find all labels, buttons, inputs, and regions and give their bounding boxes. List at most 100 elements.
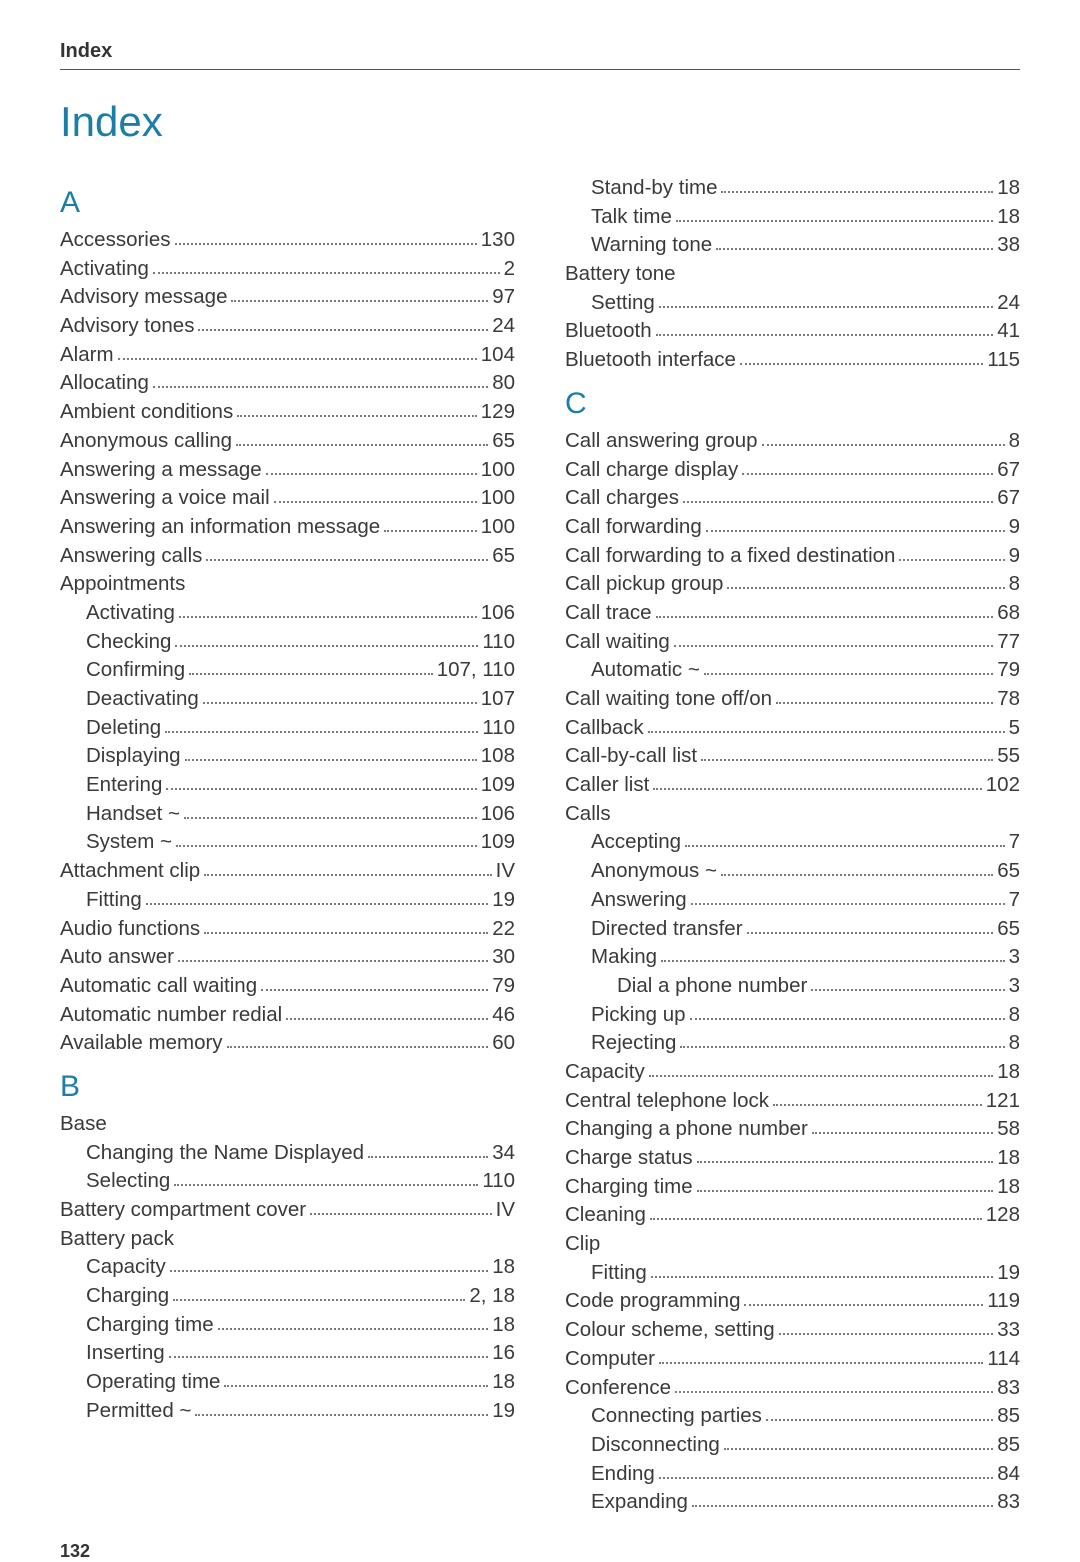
leader-dots <box>224 1385 488 1387</box>
index-entry-pages: 46 <box>492 1001 515 1030</box>
index-entry: Activating2 <box>60 255 515 284</box>
index-entry: Attachment clipIV <box>60 857 515 886</box>
leader-dots <box>153 272 500 274</box>
index-entry: Cleaning128 <box>565 1201 1020 1230</box>
index-entry: Answering calls65 <box>60 542 515 571</box>
index-entry: Charging time18 <box>60 1311 515 1340</box>
index-entry-pages: 19 <box>492 886 515 915</box>
leader-dots <box>744 1304 983 1306</box>
index-entry: Answering an information message100 <box>60 513 515 542</box>
leader-dots <box>690 1018 1005 1020</box>
leader-dots <box>649 1075 993 1077</box>
index-entry-pages: 19 <box>997 1259 1020 1288</box>
index-entry: Call waiting77 <box>565 628 1020 657</box>
index-entry: Allocating80 <box>60 369 515 398</box>
index-entry: Answering7 <box>565 886 1020 915</box>
index-entry: Fitting19 <box>565 1259 1020 1288</box>
index-entry-pages: 55 <box>997 742 1020 771</box>
index-entry-label: Call charge display <box>565 456 738 485</box>
leader-dots <box>776 702 993 704</box>
index-entry-pages: 68 <box>997 599 1020 628</box>
leader-dots <box>650 1218 982 1220</box>
index-entry-label: Confirming <box>86 656 185 685</box>
leader-dots <box>697 1190 994 1192</box>
index-entry: Call charges67 <box>565 484 1020 513</box>
index-heading: Battery pack <box>60 1225 515 1254</box>
index-entry-label: Charge status <box>565 1144 693 1173</box>
index-entry-pages: 30 <box>492 943 515 972</box>
index-entry-pages: 79 <box>997 656 1020 685</box>
index-entry: Selecting110 <box>60 1167 515 1196</box>
index-entry: Rejecting8 <box>565 1029 1020 1058</box>
index-entry-label: Anonymous calling <box>60 427 232 456</box>
leader-dots <box>899 559 1004 561</box>
index-entry: Colour scheme, setting33 <box>565 1316 1020 1345</box>
leader-dots <box>170 1270 488 1272</box>
index-entry-label: Call trace <box>565 599 652 628</box>
index-entry-label: Answering a message <box>60 456 262 485</box>
index-heading: Appointments <box>60 570 515 599</box>
index-entry-label: Call answering group <box>565 427 758 456</box>
index-entry: Confirming107, 110 <box>60 656 515 685</box>
leader-dots <box>656 616 994 618</box>
index-heading-label: Battery tone <box>565 260 676 289</box>
index-heading: Calls <box>565 800 1020 829</box>
index-entry-pages: 18 <box>492 1311 515 1340</box>
index-entry-pages: 114 <box>987 1345 1020 1374</box>
columns: AAccessories130Activating2Advisory messa… <box>60 174 1020 1517</box>
index-entry-label: Call-by-call list <box>565 742 697 771</box>
index-entry-pages: IV <box>496 1196 515 1225</box>
index-entry-pages: IV <box>496 857 515 886</box>
index-entry: Available memory60 <box>60 1029 515 1058</box>
index-entry: Fitting19 <box>60 886 515 915</box>
leader-dots <box>766 1419 993 1421</box>
index-entry-pages: 5 <box>1009 714 1020 743</box>
leader-dots <box>184 817 477 819</box>
index-entry: Expanding83 <box>565 1488 1020 1517</box>
leader-dots <box>779 1333 994 1335</box>
index-entry: Accessories130 <box>60 226 515 255</box>
index-entry-pages: 2 <box>504 255 515 284</box>
index-entry: Ending84 <box>565 1460 1020 1489</box>
index-entry: System ~109 <box>60 828 515 857</box>
leader-dots <box>185 759 477 761</box>
index-entry-pages: 80 <box>492 369 515 398</box>
leader-dots <box>179 616 477 618</box>
leader-dots <box>174 1184 478 1186</box>
index-entry-label: Operating time <box>86 1368 220 1397</box>
index-entry: Deleting110 <box>60 714 515 743</box>
leader-dots <box>721 874 993 876</box>
index-entry: Automatic call waiting79 <box>60 972 515 1001</box>
index-heading-label: Battery pack <box>60 1225 174 1254</box>
index-entry-label: Answering an information message <box>60 513 380 542</box>
leader-dots <box>236 444 488 446</box>
leader-dots <box>762 444 1005 446</box>
leader-dots <box>266 473 477 475</box>
leader-dots <box>175 243 477 245</box>
index-entry-label: Capacity <box>86 1253 166 1282</box>
index-entry-label: Checking <box>86 628 171 657</box>
index-entry-label: Call pickup group <box>565 570 723 599</box>
index-entry: Activating106 <box>60 599 515 628</box>
leader-dots <box>706 530 1005 532</box>
index-entry: Charging2, 18 <box>60 1282 515 1311</box>
leader-dots <box>674 645 993 647</box>
index-entry: Displaying108 <box>60 742 515 771</box>
index-entry-pages: 79 <box>492 972 515 1001</box>
page-root: Index Index AAccessories130Activating2Ad… <box>0 0 1080 1529</box>
index-entry-pages: 7 <box>1009 828 1020 857</box>
leader-dots <box>310 1213 492 1215</box>
index-entry-pages: 16 <box>492 1339 515 1368</box>
index-entry-pages: 18 <box>997 1144 1020 1173</box>
leader-dots <box>189 673 433 675</box>
index-entry-pages: 128 <box>986 1201 1020 1230</box>
index-entry: Call forwarding to a fixed destination9 <box>565 542 1020 571</box>
index-entry: Conference83 <box>565 1374 1020 1403</box>
right-column: Stand-by time18Talk time18Warning tone38… <box>565 174 1020 1517</box>
index-entry-label: Disconnecting <box>591 1431 720 1460</box>
index-entry-label: Call forwarding <box>565 513 702 542</box>
index-entry-pages: 97 <box>492 283 515 312</box>
index-entry: Auto answer30 <box>60 943 515 972</box>
index-entry: Answering a voice mail100 <box>60 484 515 513</box>
index-entry-pages: 9 <box>1009 513 1020 542</box>
